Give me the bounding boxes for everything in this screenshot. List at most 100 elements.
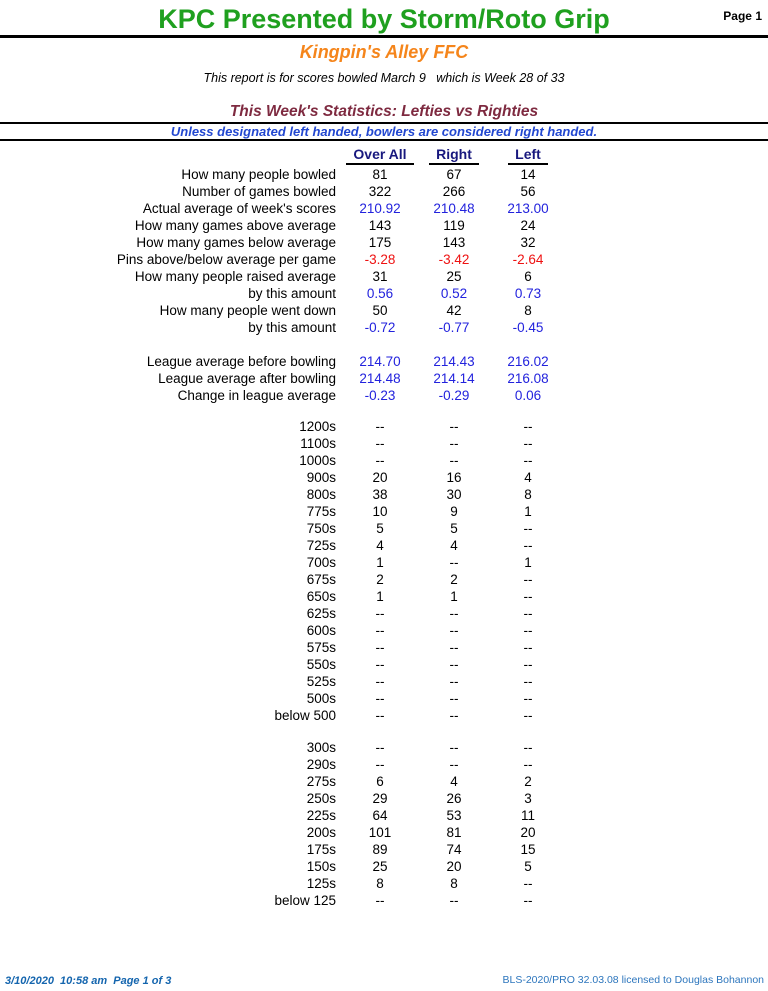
stat-row: How many games above average 143 119 24 xyxy=(0,217,768,234)
row-label: Actual average of week's scores xyxy=(142,201,336,216)
row-label: 625s xyxy=(306,606,336,621)
overall-value: 2 xyxy=(376,572,384,587)
row-label: 900s xyxy=(306,470,336,485)
right-value: 266 xyxy=(442,184,466,199)
table-body: How many people bowled 81 67 14 Number o… xyxy=(0,166,768,909)
left-value: -- xyxy=(523,757,533,772)
row-label: 575s xyxy=(306,640,336,655)
right-value: -3.42 xyxy=(438,252,470,267)
overall-value: 20 xyxy=(372,470,388,485)
series-row: 750s 5 5 -- xyxy=(0,520,768,537)
row-label: League average after bowling xyxy=(158,371,336,386)
series-row: 600s -- -- -- xyxy=(0,622,768,639)
row-label: How many people went down xyxy=(159,303,336,318)
overall-value: 64 xyxy=(372,808,388,823)
overall-value: -- xyxy=(375,623,385,638)
right-value: 8 xyxy=(450,876,458,891)
overall-value: 4 xyxy=(376,538,384,553)
right-value: 74 xyxy=(446,842,462,857)
right-value: 119 xyxy=(443,218,465,233)
series-row: 675s 2 2 -- xyxy=(0,571,768,588)
overall-value: 50 xyxy=(372,303,388,318)
right-value: 4 xyxy=(450,538,458,553)
right-value: 25 xyxy=(446,269,462,284)
left-value: -- xyxy=(523,419,533,434)
overall-value: 29 xyxy=(372,791,388,806)
left-value: -- xyxy=(523,876,533,891)
right-value: 4 xyxy=(450,774,458,789)
left-value: -- xyxy=(523,740,533,755)
overall-value: -0.72 xyxy=(364,320,396,335)
left-value: 3 xyxy=(524,791,532,806)
stat-row: How many people went down 50 42 8 xyxy=(0,302,768,319)
right-value: 214.43 xyxy=(433,354,475,369)
right-value: -- xyxy=(449,555,459,570)
overall-value: -- xyxy=(375,674,385,689)
right-value: 30 xyxy=(446,487,462,502)
overall-value: -0.23 xyxy=(364,388,396,403)
report-header: Page 1 KPC Presented by Storm/Roto Grip xyxy=(0,0,768,33)
column-header-overall: Over All xyxy=(340,146,420,165)
series-row: 1200s -- -- -- xyxy=(0,418,768,435)
overall-value: -- xyxy=(375,436,385,451)
overall-value: -- xyxy=(375,640,385,655)
row-label: 1100s xyxy=(300,436,336,451)
left-value: 32 xyxy=(520,235,536,250)
overall-value: -- xyxy=(375,893,385,908)
right-value: -- xyxy=(449,740,459,755)
row-group-spacer xyxy=(0,404,768,418)
left-value: -0.45 xyxy=(512,320,544,335)
series-row: 650s 1 1 -- xyxy=(0,588,768,605)
row-label: 650s xyxy=(306,589,336,604)
row-label: 1000s xyxy=(299,453,336,468)
row-label: 675s xyxy=(306,572,336,587)
left-value: -- xyxy=(523,572,533,587)
series-row: 550s -- -- -- xyxy=(0,656,768,673)
row-label: 225s xyxy=(306,808,336,823)
row-label: 290s xyxy=(306,757,336,772)
right-value: 9 xyxy=(450,504,458,519)
row-label: 175s xyxy=(306,842,336,857)
right-value: -- xyxy=(449,436,459,451)
table-header-row: Over All Right Left xyxy=(0,146,768,166)
row-label: How many people raised average xyxy=(134,269,336,284)
right-value: -- xyxy=(449,419,459,434)
right-value: 26 xyxy=(446,791,462,806)
series-row: 525s -- -- -- xyxy=(0,673,768,690)
row-label: Pins above/below average per game xyxy=(116,252,336,267)
row-label: 600s xyxy=(306,623,336,638)
row-label: 500s xyxy=(306,691,336,706)
game-row: 175s 89 74 15 xyxy=(0,841,768,858)
report-title: KPC Presented by Storm/Roto Grip xyxy=(158,4,610,34)
right-value: -- xyxy=(449,640,459,655)
overall-value: 8 xyxy=(376,876,384,891)
row-group-spacer xyxy=(0,724,768,739)
series-row: 1100s -- -- -- xyxy=(0,435,768,452)
row-group-spacer xyxy=(0,336,768,353)
row-label: 250s xyxy=(306,791,336,806)
series-row: below 500 -- -- -- xyxy=(0,707,768,724)
left-value: -- xyxy=(523,674,533,689)
right-value: -- xyxy=(449,757,459,772)
left-value: 0.06 xyxy=(514,388,542,403)
right-value: -- xyxy=(449,606,459,621)
left-value: 216.02 xyxy=(507,354,549,369)
right-value: 143 xyxy=(442,235,466,250)
overall-value: 6 xyxy=(376,774,384,789)
bowling-center-name: Kingpin's Alley FFC xyxy=(299,42,469,62)
series-row: 900s 20 16 4 xyxy=(0,469,768,486)
left-value: 0.73 xyxy=(514,286,542,301)
left-value: 213.00 xyxy=(507,201,549,216)
series-row: 1000s -- -- -- xyxy=(0,452,768,469)
right-value: 214.14 xyxy=(433,371,475,386)
left-value: -- xyxy=(523,708,533,723)
stat-row: How many people raised average 31 25 6 xyxy=(0,268,768,285)
game-row: 250s 29 26 3 xyxy=(0,790,768,807)
right-value: 5 xyxy=(450,521,458,536)
overall-value: 101 xyxy=(368,825,392,840)
row-label: 275s xyxy=(306,774,336,789)
row-label: Number of games bowled xyxy=(182,184,336,199)
series-row: 725s 4 4 -- xyxy=(0,537,768,554)
overall-value: 214.48 xyxy=(359,371,401,386)
row-label: 525s xyxy=(306,674,336,689)
